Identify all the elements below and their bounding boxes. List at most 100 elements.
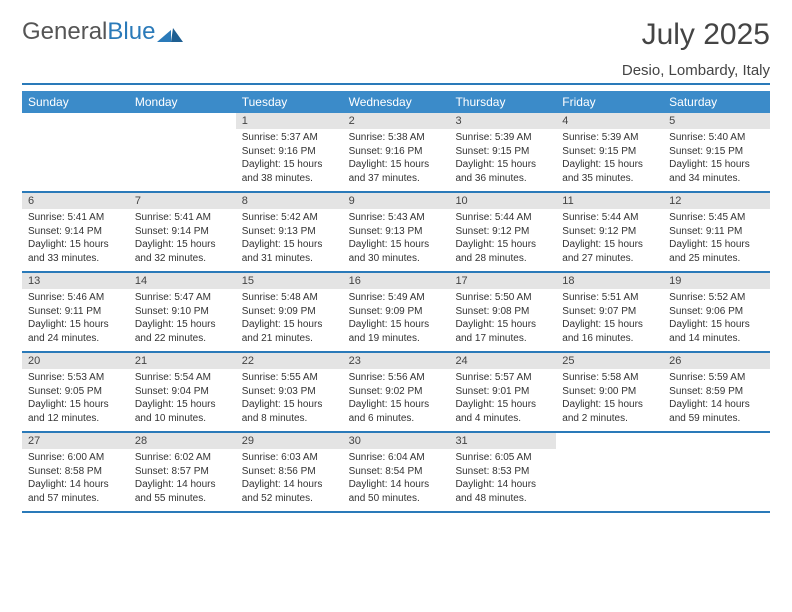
day-line-d2: and 48 minutes. (455, 492, 550, 506)
day-info: Sunrise: 5:49 AMSunset: 9:09 PMDaylight:… (343, 289, 450, 349)
day-line-d1: Daylight: 15 hours (28, 318, 123, 332)
day-cell: 2Sunrise: 5:38 AMSunset: 9:16 PMDaylight… (343, 113, 450, 191)
day-cell: 18Sunrise: 5:51 AMSunset: 9:07 PMDayligh… (556, 273, 663, 351)
day-line-d2: and 35 minutes. (562, 172, 657, 186)
day-number: 21 (129, 353, 236, 369)
day-line-d2: and 19 minutes. (349, 332, 444, 346)
month-title: July 2025 (642, 18, 770, 52)
day-cell: 23Sunrise: 5:56 AMSunset: 9:02 PMDayligh… (343, 353, 450, 431)
dow-cell: Sunday (22, 91, 129, 113)
day-line-d2: and 38 minutes. (242, 172, 337, 186)
day-line-sr: Sunrise: 6:04 AM (349, 451, 444, 465)
day-line-d1: Daylight: 15 hours (349, 238, 444, 252)
day-line-sr: Sunrise: 6:00 AM (28, 451, 123, 465)
dow-cell: Wednesday (343, 91, 450, 113)
day-line-ss: Sunset: 9:07 PM (562, 305, 657, 319)
day-number: 2 (343, 113, 450, 129)
day-info: Sunrise: 5:56 AMSunset: 9:02 PMDaylight:… (343, 369, 450, 429)
day-line-sr: Sunrise: 5:59 AM (669, 371, 764, 385)
day-number: 1 (236, 113, 343, 129)
day-line-d1: Daylight: 14 hours (135, 478, 230, 492)
day-cell: 24Sunrise: 5:57 AMSunset: 9:01 PMDayligh… (449, 353, 556, 431)
day-line-ss: Sunset: 9:15 PM (562, 145, 657, 159)
day-line-ss: Sunset: 9:05 PM (28, 385, 123, 399)
day-line-d1: Daylight: 15 hours (349, 318, 444, 332)
day-number: 15 (236, 273, 343, 289)
day-info: Sunrise: 5:48 AMSunset: 9:09 PMDaylight:… (236, 289, 343, 349)
day-line-sr: Sunrise: 5:43 AM (349, 211, 444, 225)
day-line-ss: Sunset: 9:14 PM (28, 225, 123, 239)
day-line-ss: Sunset: 9:11 PM (669, 225, 764, 239)
dow-row: SundayMondayTuesdayWednesdayThursdayFrid… (22, 91, 770, 113)
day-cell: . (22, 113, 129, 191)
day-cell: 14Sunrise: 5:47 AMSunset: 9:10 PMDayligh… (129, 273, 236, 351)
day-line-sr: Sunrise: 5:39 AM (455, 131, 550, 145)
day-line-sr: Sunrise: 5:53 AM (28, 371, 123, 385)
day-line-sr: Sunrise: 5:38 AM (349, 131, 444, 145)
day-line-sr: Sunrise: 5:44 AM (562, 211, 657, 225)
day-line-d1: Daylight: 14 hours (349, 478, 444, 492)
day-line-ss: Sunset: 8:56 PM (242, 465, 337, 479)
day-info: Sunrise: 5:43 AMSunset: 9:13 PMDaylight:… (343, 209, 450, 269)
day-info: Sunrise: 5:45 AMSunset: 9:11 PMDaylight:… (663, 209, 770, 269)
location: Desio, Lombardy, Italy (22, 62, 770, 85)
day-line-d2: and 57 minutes. (28, 492, 123, 506)
day-line-d1: Daylight: 15 hours (135, 318, 230, 332)
day-number: 11 (556, 193, 663, 209)
day-line-ss: Sunset: 9:10 PM (135, 305, 230, 319)
day-line-sr: Sunrise: 5:44 AM (455, 211, 550, 225)
day-cell: 31Sunrise: 6:05 AMSunset: 8:53 PMDayligh… (449, 433, 556, 511)
day-line-sr: Sunrise: 5:55 AM (242, 371, 337, 385)
day-line-ss: Sunset: 8:53 PM (455, 465, 550, 479)
day-line-d2: and 25 minutes. (669, 252, 764, 266)
day-line-sr: Sunrise: 5:51 AM (562, 291, 657, 305)
day-line-d2: and 17 minutes. (455, 332, 550, 346)
day-cell: 19Sunrise: 5:52 AMSunset: 9:06 PMDayligh… (663, 273, 770, 351)
day-line-sr: Sunrise: 5:56 AM (349, 371, 444, 385)
day-line-d1: Daylight: 15 hours (455, 238, 550, 252)
day-line-sr: Sunrise: 5:41 AM (28, 211, 123, 225)
day-line-ss: Sunset: 9:14 PM (135, 225, 230, 239)
day-line-sr: Sunrise: 5:48 AM (242, 291, 337, 305)
day-info: Sunrise: 5:40 AMSunset: 9:15 PMDaylight:… (663, 129, 770, 189)
day-line-sr: Sunrise: 5:46 AM (28, 291, 123, 305)
day-line-d1: Daylight: 15 hours (562, 318, 657, 332)
day-cell: 26Sunrise: 5:59 AMSunset: 8:59 PMDayligh… (663, 353, 770, 431)
day-line-ss: Sunset: 9:01 PM (455, 385, 550, 399)
day-cell: 13Sunrise: 5:46 AMSunset: 9:11 PMDayligh… (22, 273, 129, 351)
day-info: Sunrise: 6:02 AMSunset: 8:57 PMDaylight:… (129, 449, 236, 509)
dow-cell: Saturday (663, 91, 770, 113)
day-number: 18 (556, 273, 663, 289)
day-info: Sunrise: 5:47 AMSunset: 9:10 PMDaylight:… (129, 289, 236, 349)
day-info: Sunrise: 6:04 AMSunset: 8:54 PMDaylight:… (343, 449, 450, 509)
day-cell: 16Sunrise: 5:49 AMSunset: 9:09 PMDayligh… (343, 273, 450, 351)
day-line-ss: Sunset: 9:16 PM (242, 145, 337, 159)
day-line-d1: Daylight: 15 hours (28, 238, 123, 252)
day-line-d1: Daylight: 14 hours (669, 398, 764, 412)
day-info: Sunrise: 6:03 AMSunset: 8:56 PMDaylight:… (236, 449, 343, 509)
day-line-sr: Sunrise: 5:39 AM (562, 131, 657, 145)
day-cell: . (556, 433, 663, 511)
day-line-sr: Sunrise: 5:50 AM (455, 291, 550, 305)
day-cell: 6Sunrise: 5:41 AMSunset: 9:14 PMDaylight… (22, 193, 129, 271)
day-info: Sunrise: 5:51 AMSunset: 9:07 PMDaylight:… (556, 289, 663, 349)
day-cell: 21Sunrise: 5:54 AMSunset: 9:04 PMDayligh… (129, 353, 236, 431)
day-line-sr: Sunrise: 5:57 AM (455, 371, 550, 385)
day-line-d2: and 34 minutes. (669, 172, 764, 186)
header: GeneralBlue July 2025 (22, 18, 770, 54)
day-line-ss: Sunset: 9:12 PM (562, 225, 657, 239)
day-cell: 12Sunrise: 5:45 AMSunset: 9:11 PMDayligh… (663, 193, 770, 271)
day-line-sr: Sunrise: 5:42 AM (242, 211, 337, 225)
day-number: 30 (343, 433, 450, 449)
logo: GeneralBlue (22, 18, 183, 46)
day-info: Sunrise: 6:00 AMSunset: 8:58 PMDaylight:… (22, 449, 129, 509)
day-line-d1: Daylight: 15 hours (669, 318, 764, 332)
day-line-ss: Sunset: 9:09 PM (349, 305, 444, 319)
day-line-ss: Sunset: 9:12 PM (455, 225, 550, 239)
day-cell: 1Sunrise: 5:37 AMSunset: 9:16 PMDaylight… (236, 113, 343, 191)
day-cell: . (129, 113, 236, 191)
day-number: 14 (129, 273, 236, 289)
day-line-d1: Daylight: 15 hours (669, 158, 764, 172)
day-cell: 4Sunrise: 5:39 AMSunset: 9:15 PMDaylight… (556, 113, 663, 191)
day-info: Sunrise: 5:54 AMSunset: 9:04 PMDaylight:… (129, 369, 236, 429)
